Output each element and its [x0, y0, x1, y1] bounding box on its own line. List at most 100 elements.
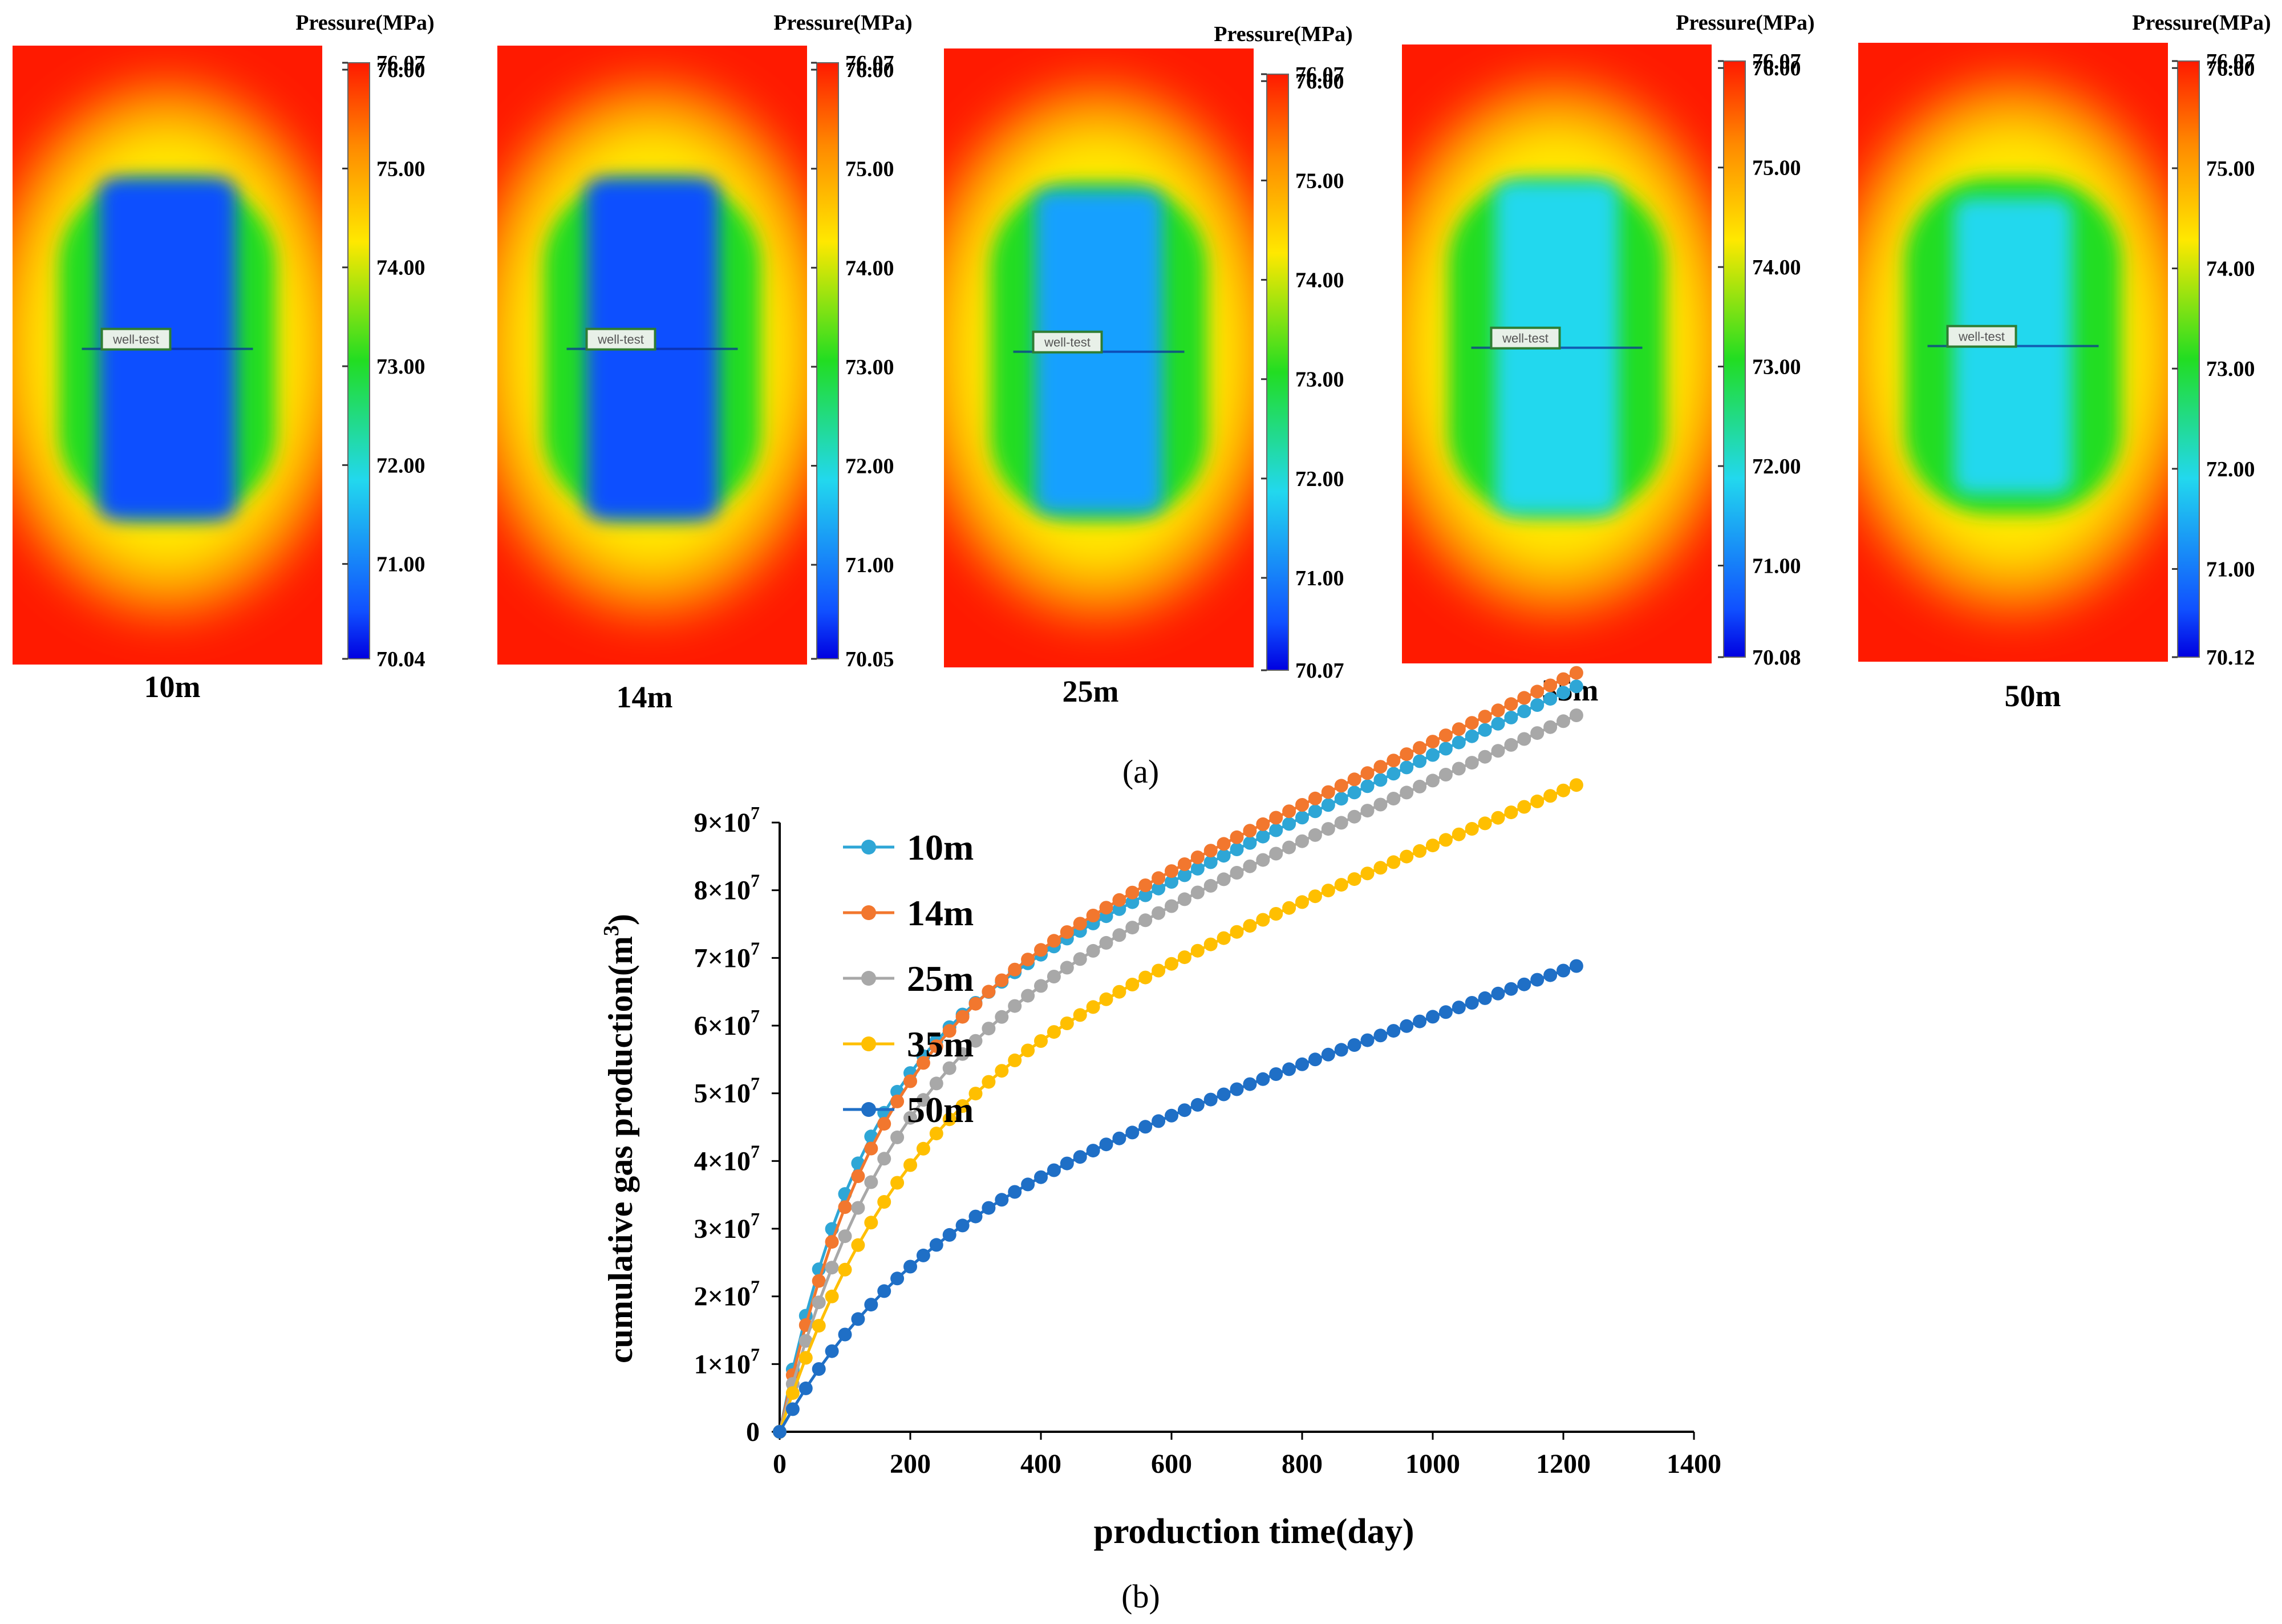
data-point: [1034, 1034, 1048, 1048]
data-point: [1413, 754, 1427, 768]
data-point: [1034, 943, 1048, 957]
colorbar-tick-label: 76.00: [1295, 70, 1344, 94]
y-axis-label-main: cumulative gas production(m: [602, 936, 639, 1363]
data-point: [1491, 744, 1505, 758]
data-point: [1557, 672, 1570, 686]
data-point: [1400, 747, 1414, 762]
data-point: [1360, 866, 1375, 881]
data-point: [1177, 950, 1191, 965]
data-point: [1452, 1001, 1466, 1015]
y-tick-base: 1×10: [694, 1349, 751, 1379]
data-point: [1308, 828, 1322, 842]
data-point: [1073, 1150, 1087, 1164]
data-point: [1334, 779, 1348, 793]
colorbar-tick-label: 70.05: [845, 647, 894, 671]
data-point: [1203, 878, 1218, 893]
colorbar-gradient: [816, 62, 839, 659]
data-point: [1099, 935, 1113, 950]
data-point: [1177, 892, 1191, 906]
data-point: [825, 1261, 839, 1275]
data-point: [942, 1112, 956, 1127]
data-point: [1360, 1033, 1375, 1047]
data-point: [942, 1024, 956, 1038]
well-test-label: well-test: [1044, 335, 1091, 350]
data-point: [1073, 1008, 1087, 1022]
data-point: [864, 1216, 878, 1230]
data-point: [799, 1351, 813, 1365]
data-point: [1452, 722, 1466, 736]
data-point: [929, 1127, 943, 1141]
x-tick-label: 1200: [1536, 1449, 1591, 1479]
data-point: [1569, 778, 1583, 792]
data-point: [1478, 750, 1492, 764]
data-point: [825, 1235, 839, 1249]
y-tick-base: 3×10: [694, 1214, 751, 1244]
data-point: [1465, 822, 1479, 836]
x-tick-label: 1400: [1667, 1449, 1721, 1479]
data-point: [799, 1334, 813, 1348]
data-point: [1465, 716, 1479, 730]
data-point: [1282, 817, 1296, 831]
data-point: [1190, 851, 1205, 864]
data-point: [1373, 797, 1388, 812]
data-point: [955, 1218, 970, 1233]
y-tick-base: 4×10: [694, 1146, 751, 1176]
data-point: [1308, 889, 1322, 904]
data-point: [1086, 943, 1100, 958]
data-point: [1308, 804, 1322, 819]
data-point: [773, 1425, 787, 1439]
data-point: [1177, 868, 1191, 882]
data-point: [1203, 1092, 1218, 1107]
data-point: [1190, 885, 1205, 900]
data-point: [1008, 962, 1022, 977]
data-point: [1530, 973, 1545, 987]
legend-label: 25m: [907, 958, 974, 999]
data-point: [1517, 691, 1531, 705]
data-point: [1152, 963, 1166, 978]
y-tick-exponent: 7: [751, 1209, 760, 1229]
data-point: [1295, 834, 1309, 848]
data-point: [1165, 875, 1178, 889]
data-point: [1295, 895, 1309, 909]
data-point: [1321, 884, 1335, 898]
data-point: [1125, 1125, 1140, 1140]
y-tick-exponent: 7: [751, 870, 760, 891]
x-tick-label: 600: [1151, 1449, 1192, 1479]
data-point: [1021, 953, 1035, 967]
data-point: [903, 1158, 917, 1172]
y-tick-base: 5×10: [694, 1079, 751, 1109]
colorbar-tick-label: 76.07: [845, 51, 894, 75]
data-point: [1269, 847, 1283, 861]
y-tick-base: 0: [746, 1417, 760, 1447]
colorbar-title: Pressure(MPa): [2132, 11, 2271, 35]
data-point: [1347, 1038, 1361, 1052]
data-point: [1491, 986, 1505, 1001]
y-tick-label: 5×107: [694, 1074, 760, 1109]
data-point: [1360, 779, 1375, 793]
data-point: [877, 1284, 891, 1298]
data-point: [1426, 735, 1440, 749]
data-point: [1530, 726, 1545, 740]
colorbar-tick-label: 74.00: [1752, 256, 1801, 280]
x-tick-label: 800: [1282, 1449, 1323, 1479]
colorbar-tick-label: 75.00: [1295, 169, 1344, 193]
data-point: [1047, 1163, 1061, 1177]
data-point: [1452, 735, 1466, 750]
data-point: [1217, 931, 1231, 945]
data-point: [890, 1094, 905, 1108]
data-point: [995, 1193, 1009, 1207]
colorbar-tick-label: 72.00: [2206, 457, 2255, 481]
data-point: [1295, 811, 1309, 825]
data-point: [1387, 1024, 1401, 1038]
data-point: [1465, 996, 1479, 1010]
data-point: [1543, 968, 1558, 982]
data-point: [1138, 970, 1153, 985]
data-point: [1413, 741, 1427, 755]
colorbar-tick-label: 76.00: [1752, 56, 1801, 80]
y-tick-exponent: 7: [751, 1006, 760, 1026]
colorbar-title: Pressure(MPa): [1214, 22, 1352, 46]
well-test-label-box: [1032, 330, 1103, 354]
data-point: [1034, 1170, 1048, 1184]
data-point: [1413, 1014, 1427, 1028]
data-point: [1373, 760, 1388, 774]
